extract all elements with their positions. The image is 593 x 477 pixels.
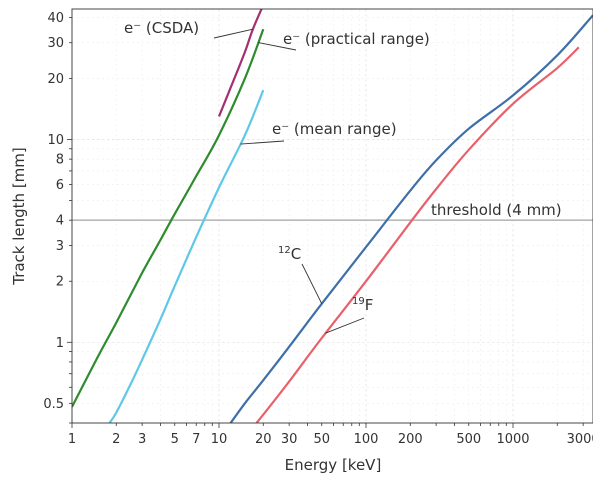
series-line-f19	[255, 46, 580, 423]
y-tick-label: 8	[56, 153, 64, 168]
x-axis-title: Energy [keV]	[285, 456, 382, 474]
annotation-c12: 12C	[278, 245, 301, 263]
x-tick-label: 30	[281, 432, 298, 447]
y-axis-title: Track length [mm]	[10, 147, 28, 286]
x-tick-label: 2	[112, 432, 120, 447]
x-tick-label: 500	[456, 432, 481, 447]
x-tick-label: 10	[211, 432, 228, 447]
y-tick-label: 2	[56, 275, 64, 290]
x-tick-label: 50	[313, 432, 330, 447]
annotation-f19: 19F	[352, 296, 373, 314]
x-tick-label: 3	[138, 432, 146, 447]
x-tick-label: 200	[398, 432, 423, 447]
y-tick-label: 10	[47, 133, 64, 148]
y-tick-label: 30	[47, 36, 64, 51]
x-tick-label: 100	[354, 432, 379, 447]
plot-frame	[71, 8, 593, 424]
x-tick-label: 7	[192, 432, 200, 447]
threshold-label: threshold (4 mm)	[431, 201, 562, 219]
series-line-e_mean	[108, 89, 265, 423]
y-tick-label: 0.5	[43, 397, 64, 412]
x-tick-label: 20	[255, 432, 272, 447]
series-line-e_practical	[72, 28, 265, 408]
annotation-leader-e_mean	[240, 140, 285, 145]
series-group	[72, 9, 593, 423]
y-tick-label: 4	[56, 214, 64, 229]
x-tick-label: 5	[171, 432, 179, 447]
y-tick-label: 1	[56, 336, 64, 351]
annotation-e_mean: e⁻ (mean range)	[272, 120, 397, 138]
y-axis-ticks: 0.5 1 2 3 4 6 8 10 20 30 40	[43, 11, 72, 424]
grid	[71, 9, 593, 424]
series-line-e_csda	[217, 9, 263, 117]
y-tick-label: 3	[56, 239, 64, 254]
annotation-e_practical: e⁻ (practical range)	[283, 30, 430, 48]
x-tick-label: 1	[68, 432, 76, 447]
annotations: e⁻ (CSDA) e⁻ (practical range) e⁻ (mean ra…	[124, 19, 430, 334]
annotation-leader-e_practical	[258, 42, 297, 51]
y-tick-label: 6	[56, 178, 64, 193]
annotation-e_csda: e⁻ (CSDA)	[124, 19, 199, 37]
x-tick-label: 1000	[496, 432, 529, 447]
threshold-line-group: threshold (4 mm)	[72, 201, 593, 221]
y-tick-label: 20	[47, 72, 64, 87]
y-tick-label: 40	[47, 11, 64, 26]
series-line-c12	[229, 14, 593, 423]
annotation-leader-f19	[325, 317, 365, 334]
annotation-leader-c12	[301, 263, 323, 304]
annotation-leader-e_csda	[213, 28, 253, 39]
